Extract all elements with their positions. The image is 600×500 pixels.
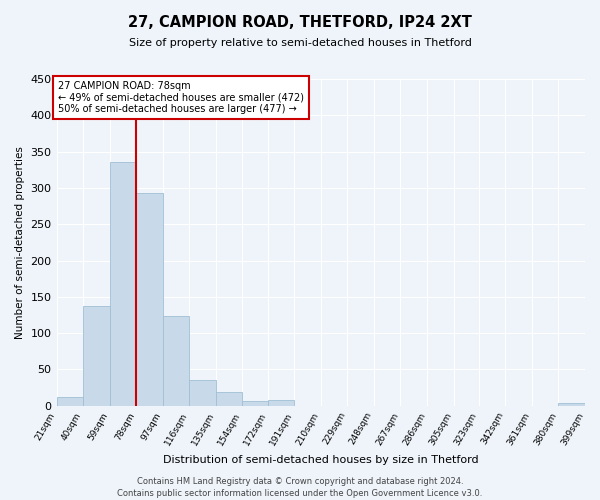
- Bar: [163, 316, 190, 406]
- Bar: [559, 403, 585, 406]
- Bar: [110, 162, 136, 406]
- Bar: [268, 400, 294, 406]
- Text: 27 CAMPION ROAD: 78sqm
← 49% of semi-detached houses are smaller (472)
50% of se: 27 CAMPION ROAD: 78sqm ← 49% of semi-det…: [58, 81, 304, 114]
- Text: Size of property relative to semi-detached houses in Thetford: Size of property relative to semi-detach…: [128, 38, 472, 48]
- Bar: [216, 392, 242, 406]
- Bar: [242, 402, 268, 406]
- Bar: [56, 397, 83, 406]
- Text: Contains HM Land Registry data © Crown copyright and database right 2024.
Contai: Contains HM Land Registry data © Crown c…: [118, 476, 482, 498]
- Y-axis label: Number of semi-detached properties: Number of semi-detached properties: [15, 146, 25, 339]
- X-axis label: Distribution of semi-detached houses by size in Thetford: Distribution of semi-detached houses by …: [163, 455, 479, 465]
- Bar: [136, 193, 163, 406]
- Bar: [83, 306, 110, 406]
- Bar: [190, 380, 216, 406]
- Text: 27, CAMPION ROAD, THETFORD, IP24 2XT: 27, CAMPION ROAD, THETFORD, IP24 2XT: [128, 15, 472, 30]
